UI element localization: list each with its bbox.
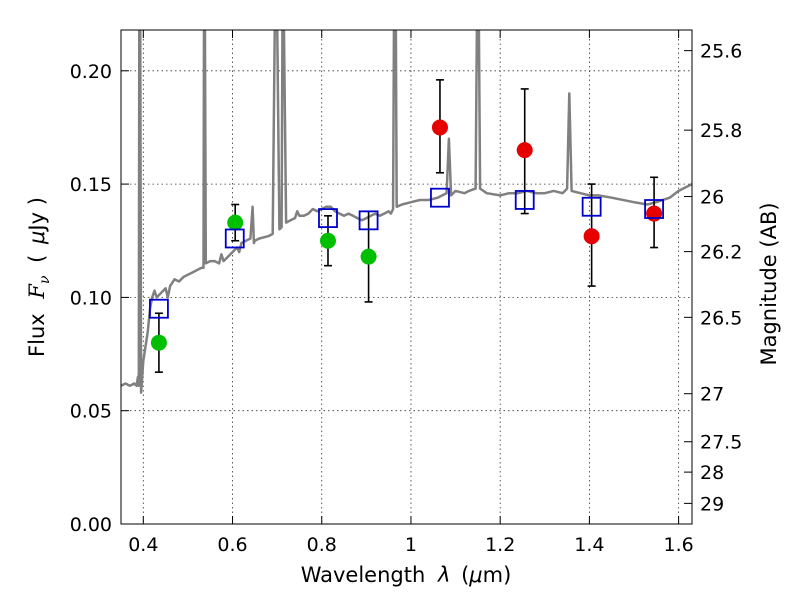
- x-tick-label: 0.6: [217, 534, 247, 556]
- model-point-square: [644, 199, 664, 219]
- observed-point-red: [516, 142, 533, 159]
- model-point-square: [318, 208, 338, 228]
- magnitude-axis-ticks: 25.6 25.8 26 26.2 26.5 27 27.5 28 29: [684, 41, 742, 515]
- model-point-square: [514, 190, 535, 210]
- model-point-square: [581, 196, 602, 217]
- y-tick-label: 0.20: [70, 61, 112, 83]
- model-spectrum-line: [121, 30, 692, 394]
- magnitude-tick-label: 26.5: [700, 307, 742, 329]
- magnitude-axis-label: Magnitude (AB): [757, 202, 781, 365]
- observed-point-green: [319, 232, 336, 249]
- x-tick-label: 1.4: [574, 534, 604, 556]
- observed-point-red: [646, 205, 663, 222]
- model-point-square: [358, 210, 379, 231]
- y-tick-label: 0.15: [70, 174, 112, 196]
- model-point-square: [149, 298, 169, 319]
- observed-point-green: [150, 334, 167, 351]
- magnitude-tick-label: 29: [700, 493, 724, 515]
- grid: [121, 30, 692, 525]
- y-axis-ticks: 0.00 0.05 0.10 0.15 0.20: [70, 61, 129, 536]
- y-tick-label: 0.00: [70, 514, 112, 536]
- model-bandpass-points: [149, 187, 664, 319]
- magnitude-tick-label: 26.2: [700, 242, 742, 264]
- model-point-square: [430, 187, 450, 208]
- magnitude-tick-label: 28: [700, 462, 724, 484]
- observed-point-red: [431, 119, 448, 136]
- observed-point-red: [583, 228, 600, 245]
- x-axis-ticks: 0.4 0.6 0.8 1 1.2 1.4 1.6: [128, 30, 694, 556]
- magnitude-tick-label: 26: [700, 187, 724, 209]
- magnitude-tick-label: 27.5: [700, 432, 742, 454]
- magnitude-tick-label: 27: [700, 384, 724, 406]
- x-tick-label: 1.6: [664, 534, 694, 556]
- magnitude-tick-label: 25.8: [700, 120, 742, 142]
- observed-points: [150, 119, 663, 351]
- y-tick-label: 0.05: [70, 401, 112, 423]
- magnitude-tick-label: 25.6: [700, 41, 742, 63]
- y-axis-label: Flux Fν ( μJy ): [25, 197, 54, 357]
- plot-frame: [120, 29, 693, 525]
- x-tick-label: 0.8: [307, 534, 337, 556]
- x-tick-label: 0.4: [128, 534, 158, 556]
- observed-point-green: [227, 214, 244, 231]
- observed-point-green: [360, 248, 377, 265]
- x-tick-label: 1: [405, 534, 417, 556]
- model-point-square: [224, 228, 245, 249]
- x-axis-label: Wavelength λ (μm): [301, 563, 512, 587]
- x-tick-label: 1.2: [485, 534, 515, 556]
- y-tick-label: 0.10: [70, 287, 112, 309]
